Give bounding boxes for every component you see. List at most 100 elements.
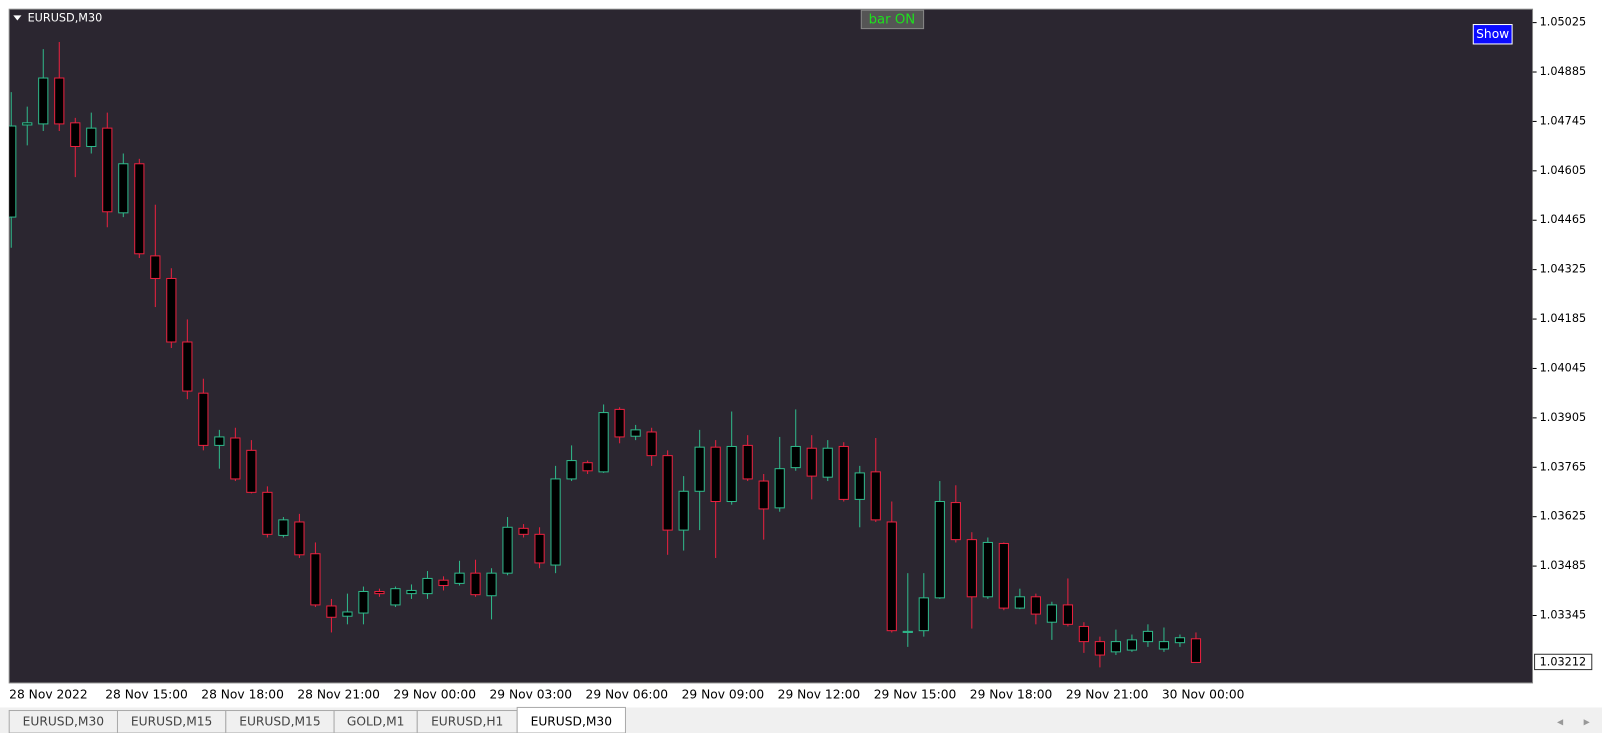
x-tick-label: 29 Nov 21:00 (1066, 688, 1149, 702)
candle-body (1062, 604, 1073, 625)
candle-body (886, 521, 897, 632)
candle-body (1190, 638, 1202, 663)
symbol-label: EURUSD,M30 (28, 11, 103, 24)
candle-body (134, 163, 145, 255)
candle-body (198, 392, 209, 446)
candle-body (422, 577, 433, 595)
candle-body (262, 491, 273, 535)
last-price-label: 1.03212 (1540, 655, 1586, 668)
candle-body (1094, 641, 1106, 656)
candle-body (326, 605, 337, 618)
candle-body (1014, 596, 1025, 609)
candle-body (614, 408, 625, 438)
scroll-left[interactable]: ◂ (1557, 714, 1564, 728)
candle-body (1158, 641, 1170, 650)
tab-label[interactable]: EURUSD,H1 (431, 714, 503, 728)
bar-button[interactable] (860, 9, 925, 30)
candle-body (102, 127, 113, 213)
candle-body (1078, 625, 1090, 643)
candle-body (694, 446, 705, 492)
candle-body (454, 572, 465, 584)
y-tick-label: 1.03625 (1540, 510, 1586, 523)
tabs: EURUSD,M30 EURUSD,M15 EURUSD,M15 GOLD,M1 EUR… (8, 706, 626, 734)
y-tick-label: 1.04185 (1540, 312, 1586, 325)
candle-body (438, 579, 449, 587)
tab[interactable] (516, 706, 626, 734)
x-tick-label: 29 Nov 09:00 (682, 688, 765, 702)
x-tick-label: 28 Nov 21:00 (297, 688, 380, 702)
candle-body (86, 127, 97, 147)
show-button-label[interactable]: Show (1476, 27, 1509, 41)
candle-body (54, 77, 65, 125)
candle-body (870, 471, 881, 521)
candle-body (966, 539, 977, 598)
y-tick-label: 1.03345 (1540, 608, 1586, 621)
y-tick-label: 1.04605 (1540, 164, 1586, 177)
candle-body (1174, 637, 1186, 644)
x-tick-label: 28 Nov 2022 (9, 688, 87, 702)
x-tick-label: 29 Nov 12:00 (778, 688, 861, 702)
scroll-right[interactable]: ▸ (1584, 714, 1591, 728)
x-tick-label: 28 Nov 15:00 (105, 688, 188, 702)
candle-body (934, 500, 945, 599)
candle-body (182, 341, 193, 392)
candle-body (598, 412, 609, 473)
candle-body (310, 553, 321, 606)
candle-body (710, 446, 721, 503)
candle-body (630, 429, 641, 437)
plot-area (8, 8, 1534, 684)
candle-body (406, 589, 417, 595)
tab-label[interactable]: GOLD,M1 (347, 714, 405, 728)
x-tick-label: 29 Nov 18:00 (970, 688, 1053, 702)
candle-body (518, 527, 529, 535)
candle-body (502, 526, 513, 574)
candle-body (822, 447, 833, 478)
candle-body (166, 277, 177, 343)
candle-body (70, 122, 81, 147)
y-tick-label: 1.03905 (1540, 411, 1586, 424)
y-tick-label: 1.04465 (1540, 213, 1586, 226)
candle-body (582, 462, 593, 472)
candle-body (566, 460, 577, 480)
tab-label[interactable]: EURUSD,M30 (23, 714, 104, 728)
candle-body (646, 431, 657, 457)
candle-body (230, 437, 241, 480)
x-tick-label: 29 Nov 00:00 (393, 688, 476, 702)
x-tick-label: 29 Nov 15:00 (874, 688, 957, 702)
candle-body (662, 455, 673, 531)
candle-body (342, 611, 353, 617)
candle-body (550, 478, 561, 566)
candle-body (246, 449, 257, 493)
candle-body (902, 630, 913, 633)
tab-label[interactable]: EURUSD,M15 (239, 714, 320, 728)
y-tick-label: 1.04325 (1540, 263, 1586, 276)
candle-body (22, 122, 33, 126)
candle-body (1046, 604, 1057, 623)
candle-body (998, 542, 1009, 609)
candle-body (678, 490, 689, 531)
candle-body (294, 521, 305, 556)
candle-body (118, 163, 129, 214)
candle-body (1030, 596, 1041, 615)
candle-body (806, 447, 817, 477)
candle-body (150, 255, 161, 279)
candle-body (534, 533, 545, 564)
y-tick-label: 1.04885 (1540, 65, 1586, 78)
y-tick-label: 1.03485 (1540, 559, 1586, 572)
tab-label[interactable]: EURUSD,M30 (531, 714, 612, 728)
candle-body (1110, 641, 1122, 653)
candle-body (982, 541, 993, 598)
candle-body (358, 590, 369, 614)
collapse-arrow[interactable] (13, 15, 22, 21)
x-tick-label: 29 Nov 06:00 (586, 688, 669, 702)
candles (9, 42, 1202, 668)
candle-body (726, 445, 737, 503)
candle-body (742, 444, 753, 480)
candle-body (278, 519, 289, 536)
x-tick-label: 30 Nov 00:00 (1162, 688, 1245, 702)
tab-label[interactable]: EURUSD,M15 (131, 714, 212, 728)
bar-button-label[interactable]: bar ON (869, 12, 916, 27)
show-button[interactable] (1472, 24, 1513, 45)
